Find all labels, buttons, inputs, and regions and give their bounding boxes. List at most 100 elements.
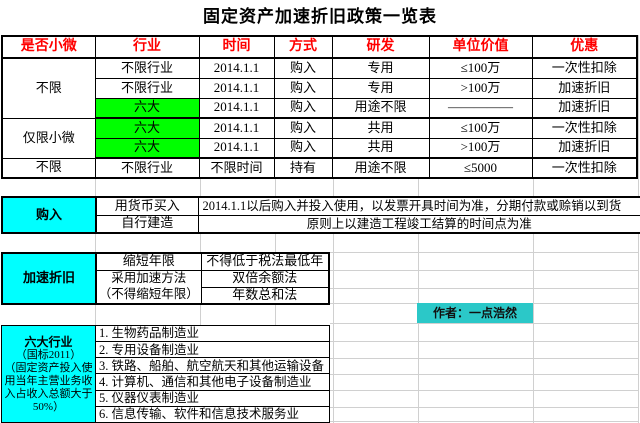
purchase-row: 自行建造 原则上以建造工程竣工结算的时间点为准	[2, 214, 640, 234]
cell-time: 2014.1.1	[198, 97, 275, 119]
purchase-type-cell: 用货币买入	[95, 196, 199, 216]
page-title: 固定资产加速折旧政策一览表	[0, 0, 640, 34]
industry-item: 6. 信息传输、软件和信息技术服务业	[95, 405, 330, 423]
gridline-horizontal	[330, 288, 638, 289]
label-line: 入占收入总额大于	[4, 387, 93, 400]
cell-micro: 不限	[1, 57, 96, 119]
industry-item: 2. 专用设备制造业	[95, 341, 330, 359]
industry-row: 6. 信息传输、软件和信息技术服务业	[2, 405, 330, 423]
cell-benefit: 一次性扣除	[531, 157, 638, 179]
cell-unit-value: ≤100万	[428, 57, 533, 79]
six-industries-title: 六大行业	[24, 334, 73, 349]
cell-time: 2014.1.1	[198, 77, 275, 99]
method-line: 采用加速方法	[111, 271, 187, 286]
industry-row: 3. 铁路、船舶、航空航天和其他运输设备	[2, 357, 330, 375]
cell-method: 持有	[273, 157, 333, 179]
depreciation-rule-cell: 年数总和法	[200, 286, 330, 305]
method-line: （不得缩短年限）	[98, 286, 199, 301]
header-cell-time: 时间	[198, 35, 275, 59]
gridline-horizontal	[330, 252, 638, 253]
cell-time: 不限时间	[198, 157, 275, 179]
cell-method: 购入	[273, 97, 333, 119]
depreciation-row: 加速折旧 缩短年限 不得低于税法最低年	[1, 252, 330, 305]
policy-row: 不限行业 2014.1.1 购入 专用 >100万 加速折旧	[2, 77, 638, 99]
cell-unit-value: >100万	[428, 137, 533, 159]
header-cell-rd: 研发	[331, 35, 430, 59]
purchase-label-cell: 购入	[1, 196, 97, 234]
policy-row: 六大 2014.1.1 购入 用途不限 ————— 加速折旧	[2, 97, 638, 119]
label-line: （固定资产投入使	[4, 361, 93, 374]
cell-method: 购入	[273, 57, 333, 79]
cell-benefit: 加速折旧	[531, 97, 638, 119]
depreciation-rule-cell: 不得低于税法最低年	[200, 252, 330, 271]
header-cell-benefit: 优惠	[531, 35, 638, 59]
cell-benefit: 一次性扣除	[531, 117, 638, 139]
author-badge: 作者：一点浩然	[417, 303, 533, 323]
cell-industry-six: 六大	[94, 117, 200, 139]
purchase-type-cell: 自行建造	[95, 214, 199, 234]
cell-benefit: 一次性扣除	[531, 57, 638, 79]
cell-method: 购入	[273, 137, 333, 159]
cell-rd: 共用	[331, 117, 430, 139]
policy-row: 六大 2014.1.1 购入 共用 >100万 加速折旧	[2, 137, 638, 159]
six-industries-label-cell: 六大行业 （国标2011） （固定资产投入使 用当年主营业务收 入占收入总额大于…	[1, 325, 96, 423]
depreciation-method-cell: 缩短年限	[95, 252, 202, 271]
cell-unit-value: ≤100万	[428, 117, 533, 139]
header-cell-method: 方式	[273, 35, 333, 59]
gridline-horizontal	[330, 270, 638, 271]
cell-rd: 用途不限	[331, 97, 430, 119]
header-cell-value: 单位价值	[428, 35, 533, 59]
industry-row: 4. 计算机、通信和其他电子设备制造业	[2, 373, 330, 391]
cell-time: 2014.1.1	[198, 117, 275, 139]
cell-industry-six: 六大	[94, 97, 200, 119]
cell-method: 购入	[273, 77, 333, 99]
gridline-horizontal	[330, 421, 638, 422]
depreciation-section-table: 加速折旧 缩短年限 不得低于税法最低年 采用加速方法 （不得缩短年限） 双倍余额…	[1, 252, 330, 305]
header-cell-micro: 是否小微	[1, 35, 96, 59]
purchase-section-table: 购入 用货币买入 2014.1.1以后购入并投入使用，以发票开具时间为准，分期付…	[1, 196, 640, 234]
industry-item: 1. 生物药品制造业	[95, 324, 330, 343]
gridline-horizontal	[330, 374, 638, 375]
cell-time: 2014.1.1	[198, 137, 275, 159]
gridline-horizontal	[330, 323, 638, 324]
cell-benefit: 加速折旧	[531, 77, 638, 99]
policy-row: 仅限小微 六大 2014.1.1 购入 共用 ≤100万 一次性扣除	[1, 117, 638, 159]
cell-benefit: 加速折旧	[531, 137, 638, 159]
cell-method: 购入	[273, 117, 333, 139]
policy-header-row: 是否小微 行业 时间 方式 研发 单位价值 优惠	[1, 35, 638, 59]
cell-rd: 专用	[331, 57, 430, 79]
cell-time: 2014.1.1	[198, 57, 275, 79]
cell-industry: 不限行业	[94, 57, 200, 79]
industry-row: 六大行业 （国标2011） （固定资产投入使 用当年主营业务收 入占收入总额大于…	[1, 324, 330, 423]
industry-item: 4. 计算机、通信和其他电子设备制造业	[95, 373, 330, 391]
purchase-row: 购入 用货币买入 2014.1.1以后购入并投入使用，以发票开具时间为准，分期付…	[1, 196, 640, 234]
cell-rd: 共用	[331, 137, 430, 159]
depreciation-rule-cell: 双倍余额法	[200, 269, 330, 288]
cell-industry: 不限行业	[94, 77, 200, 99]
industry-row: 5. 仪器仪表制造业	[2, 389, 330, 407]
cell-unit-value: —————	[428, 97, 533, 119]
cell-rd: 专用	[331, 77, 430, 99]
gridline-horizontal	[330, 358, 638, 359]
cell-micro: 仅限小微	[1, 117, 96, 159]
six-industries-table: 六大行业 （国标2011） （固定资产投入使 用当年主营业务收 入占收入总额大于…	[1, 324, 330, 423]
label-line: 用当年主营业务收	[4, 374, 93, 387]
policy-table: 是否小微 行业 时间 方式 研发 单位价值 优惠 不限 不限行业 2014.1.…	[1, 35, 638, 179]
gridline-horizontal	[330, 341, 638, 342]
cell-rd: 用途不限	[331, 157, 430, 179]
purchase-note-cell: 原则上以建造工程竣工结算的时间点为准	[197, 214, 640, 234]
policy-row: 不限 不限行业 不限时间 持有 用途不限 ≤5000 一次性扣除	[1, 157, 638, 179]
gridline-horizontal	[330, 407, 638, 408]
industry-item: 5. 仪器仪表制造业	[95, 389, 330, 407]
label-line: 50%）	[32, 400, 65, 413]
policy-row: 不限 不限行业 2014.1.1 购入 专用 ≤100万 一次性扣除	[1, 57, 638, 119]
depreciation-label-cell: 加速折旧	[1, 252, 97, 305]
depreciation-method-cell: 采用加速方法 （不得缩短年限）	[95, 269, 202, 305]
cell-unit-value: ≤5000	[428, 157, 533, 179]
label-line: （国标2011）	[15, 348, 82, 361]
cell-micro: 不限	[1, 157, 96, 179]
header-cell-industry: 行业	[94, 35, 200, 59]
gridline-horizontal	[330, 390, 638, 391]
depreciation-row: 年数总和法	[2, 286, 330, 305]
